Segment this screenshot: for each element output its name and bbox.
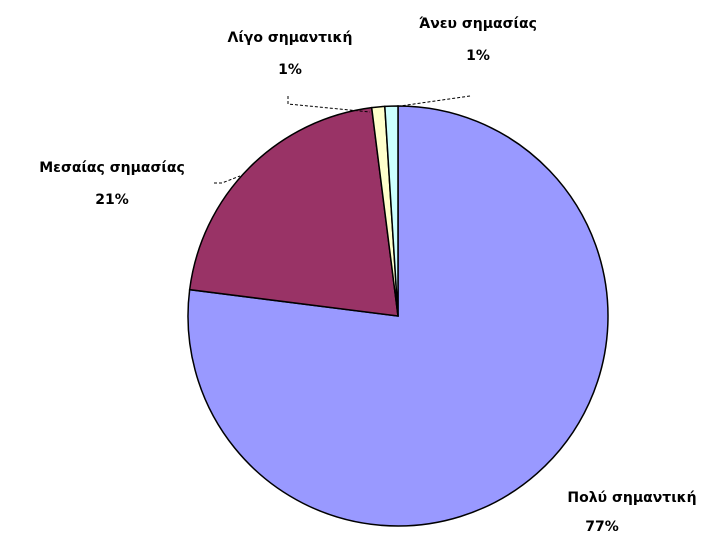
slice-value-label: 77% — [585, 519, 619, 535]
slice-label: Πολύ σημαντική — [567, 490, 696, 506]
pie-slice — [384, 105, 399, 317]
leader-line — [399, 95, 471, 107]
pie-slice — [188, 106, 399, 317]
slice-value-label: 1% — [466, 48, 490, 64]
slice-label: Άνευ σημασίας — [419, 16, 537, 32]
slice-value-label: 1% — [278, 62, 302, 78]
slice-label: Λίγο σημαντική — [228, 30, 353, 46]
slice-label: Μεσαίας σημασίας — [39, 160, 185, 176]
leader-line — [287, 96, 371, 113]
slice-value-label: 21% — [95, 192, 129, 208]
leader-line — [214, 175, 241, 184]
pie-slice — [187, 105, 609, 527]
